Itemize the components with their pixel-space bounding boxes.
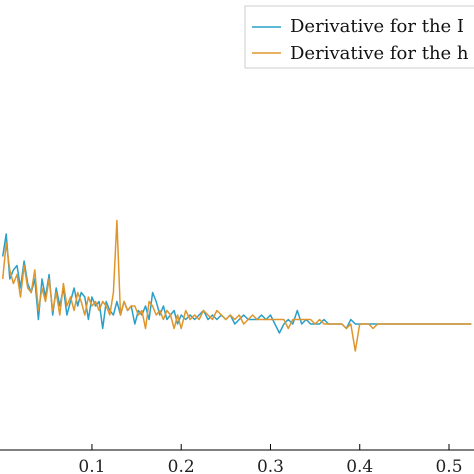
legend-label-series-1: Derivative for the h (290, 43, 469, 64)
legend-frame (244, 5, 474, 69)
legend: Derivative for the I Derivative for the … (244, 5, 474, 69)
series-layer (1, 219, 472, 352)
series-line-1 (1, 219, 472, 352)
x-tick-label: 0.4 (346, 457, 373, 474)
legend-label-series-0: Derivative for the I (290, 16, 464, 37)
x-axis-ticks: 0.1 0.2 0.3 0.4 0.5 (78, 444, 463, 474)
x-tick-label: 0.3 (257, 457, 284, 474)
x-tick-label: 0.5 (435, 457, 462, 474)
x-tick-label: 0.1 (78, 457, 105, 474)
x-tick-label: 0.2 (168, 457, 195, 474)
